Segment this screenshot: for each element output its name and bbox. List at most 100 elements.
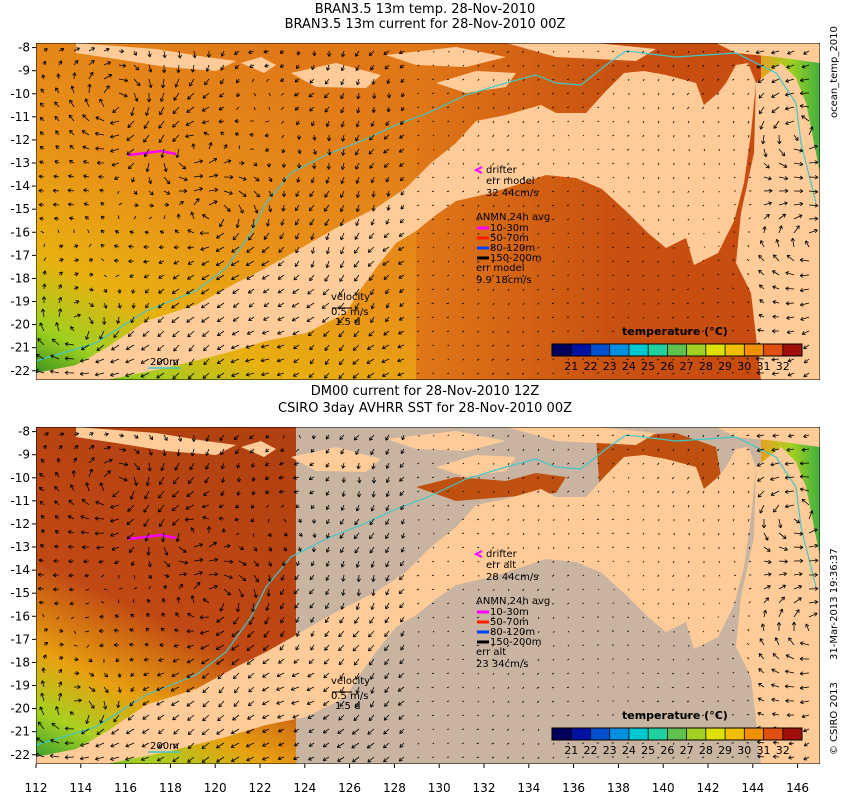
current-vector-head [775, 238, 780, 243]
current-vector-head [311, 435, 316, 440]
current-vector [522, 162, 525, 166]
current-vector-head [262, 330, 266, 335]
current-vector-head [250, 449, 254, 454]
current-vector [522, 504, 525, 508]
current-vector [233, 302, 240, 308]
current-vector [277, 358, 285, 362]
current-vector-head [266, 163, 272, 168]
current-vector-head [354, 291, 359, 296]
current-vector-head [355, 194, 361, 198]
current-vector [552, 78, 555, 81]
current-vector [417, 462, 420, 465]
current-vector-head [171, 507, 176, 512]
lat-tick-label: -11 [10, 494, 30, 508]
current-vector [399, 316, 405, 321]
current-vector [144, 288, 150, 294]
current-vector-head [296, 51, 301, 56]
current-vector [597, 50, 600, 53]
current-vector-head [40, 458, 45, 463]
current-vector-head [341, 53, 346, 58]
current-vector [339, 274, 345, 282]
current-vector-head [190, 211, 195, 216]
current-vector-head [80, 515, 85, 520]
current-vector [477, 106, 480, 109]
current-vector-head [201, 120, 206, 125]
current-vector-head [799, 91, 804, 96]
lat-tick-label: -20 [10, 702, 30, 716]
current-vector-head [145, 304, 149, 309]
current-vector [148, 216, 153, 220]
current-vector [787, 50, 795, 55]
current-vector-head [172, 137, 177, 142]
current-vector [493, 190, 495, 194]
current-vector [702, 218, 705, 221]
current-vector-head [50, 354, 55, 359]
current-vector [220, 64, 225, 71]
current-vector [672, 504, 675, 508]
current-vector [701, 106, 705, 110]
current-vector [537, 260, 540, 263]
current-vector [627, 462, 630, 465]
current-vector [800, 274, 810, 277]
current-vector [462, 134, 465, 137]
current-vector [339, 434, 345, 440]
current-vector [507, 176, 510, 180]
current-vector [398, 260, 405, 265]
current-vector [417, 260, 420, 263]
current-vector-head [68, 174, 72, 179]
current-vector [385, 546, 390, 553]
current-vector-head [367, 374, 372, 378]
current-vector-head [248, 49, 253, 55]
current-vector-head [157, 333, 162, 337]
current-vector [186, 106, 195, 113]
current-vector-head [397, 372, 402, 377]
current-vector-head [325, 264, 330, 269]
current-vector-head [757, 328, 762, 333]
current-vector [462, 274, 465, 277]
current-vector-head [201, 107, 206, 112]
current-vector [291, 302, 300, 308]
current-vector-head [756, 433, 761, 438]
current-vector-head [199, 543, 203, 548]
current-vector-head [399, 289, 404, 293]
current-vector [223, 204, 231, 212]
current-vector [202, 504, 210, 508]
current-vector-head [128, 549, 133, 553]
current-vector [370, 448, 375, 455]
current-vector [68, 114, 75, 122]
current-vector-head [760, 240, 764, 245]
current-vector [801, 64, 810, 68]
current-vector-head [383, 234, 388, 238]
current-vector [189, 358, 195, 366]
current-vector [340, 448, 345, 455]
current-vector [206, 434, 210, 442]
current-vector [353, 330, 360, 338]
current-vector-head [146, 551, 151, 556]
current-vector-head [800, 316, 805, 321]
current-vector [112, 106, 120, 113]
current-vector [80, 531, 90, 534]
current-vector [231, 260, 240, 266]
current-vector [522, 288, 525, 291]
current-vector [717, 273, 720, 276]
current-vector-head [788, 433, 792, 438]
current-vector [52, 190, 60, 192]
velocity-time: 1.5 d [335, 317, 360, 328]
current-vector-head [385, 220, 390, 225]
current-vector-head [312, 150, 317, 155]
current-vector-head [42, 270, 47, 275]
current-vector [355, 218, 360, 226]
current-vector [353, 260, 360, 268]
current-vector [462, 504, 465, 507]
colorbar-swatch [552, 344, 572, 356]
current-vector-head [54, 160, 59, 165]
current-vector [778, 560, 788, 563]
current-vector-head [201, 261, 206, 266]
current-vector [94, 517, 105, 520]
current-vector [399, 64, 405, 69]
current-vector [447, 448, 450, 451]
current-vector [657, 246, 660, 249]
current-vector-head [55, 471, 59, 476]
current-vector-head [399, 316, 403, 321]
current-vector [732, 476, 735, 480]
